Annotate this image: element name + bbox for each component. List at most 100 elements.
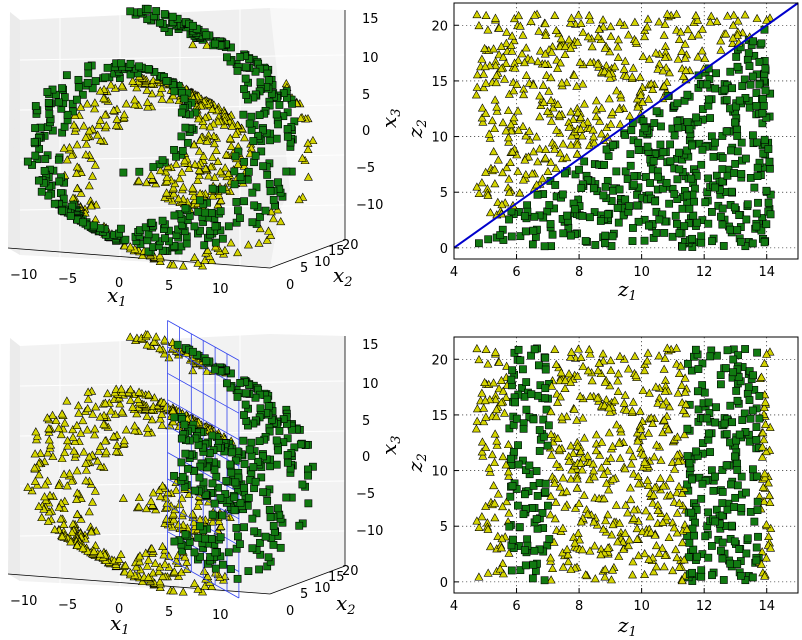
square-point: [685, 204, 694, 213]
square-point: [683, 452, 692, 460]
square-point: [251, 151, 260, 160]
square-point: [40, 167, 49, 175]
triangle-point: [556, 368, 566, 377]
triangle-point: [37, 512, 47, 522]
square-point: [23, 157, 32, 166]
triangle-point: [477, 388, 487, 397]
square-point: [126, 7, 135, 16]
square-point: [230, 506, 239, 515]
triangle-point: [706, 11, 716, 20]
square-point: [521, 490, 529, 499]
triangle-point: [672, 432, 682, 441]
triangle-point: [195, 135, 205, 144]
square-point: [298, 480, 307, 489]
triangle-point: [62, 155, 72, 164]
square-point: [745, 396, 754, 404]
triangle-point: [556, 34, 566, 43]
triangle-point: [659, 364, 669, 373]
triangle-point: [625, 111, 635, 120]
square-point: [170, 145, 178, 154]
square-point: [563, 211, 571, 220]
triangle-point: [246, 143, 256, 152]
triangle-point: [518, 30, 528, 39]
plane-line: [167, 320, 240, 361]
square-point: [272, 436, 281, 445]
x2-tick: 0: [286, 278, 294, 293]
square-point: [521, 561, 530, 570]
triangle-point: [481, 442, 491, 451]
y-tick-label: 5: [440, 520, 448, 535]
x-tick-label: 6: [512, 265, 520, 280]
square-point: [241, 400, 250, 409]
triangle-point: [583, 451, 593, 460]
triangle-point: [142, 561, 152, 570]
square-point: [764, 198, 773, 207]
triangle-point: [545, 510, 555, 519]
triangle-point: [255, 223, 265, 233]
points-bottom-right: [471, 343, 776, 585]
triangle-point: [760, 473, 770, 482]
triangle-point: [671, 544, 681, 554]
square-point: [170, 87, 179, 96]
square-point: [722, 96, 731, 104]
square-point: [682, 191, 691, 200]
triangle-point: [93, 456, 103, 465]
triangle-point: [631, 36, 641, 45]
triangle-point: [159, 349, 169, 358]
square-point: [210, 465, 219, 474]
triangle-point: [716, 45, 726, 54]
triangle-point: [478, 451, 488, 460]
triangle-point: [591, 430, 601, 439]
triangle-point: [643, 348, 653, 357]
triangle-point: [649, 452, 659, 461]
square-point: [752, 543, 761, 552]
triangle-point: [611, 500, 621, 509]
triangle-point: [509, 113, 519, 122]
square-point: [263, 496, 272, 505]
triangle-point: [481, 78, 491, 87]
triangle-point: [254, 238, 264, 247]
square-point: [236, 498, 245, 507]
square-point: [257, 473, 266, 482]
triangle-point: [606, 355, 616, 365]
triangle-point: [491, 394, 501, 404]
triangle-point: [44, 423, 54, 433]
square-point: [296, 440, 305, 449]
triangle-point: [728, 38, 738, 47]
square-point: [753, 497, 762, 506]
square-point: [252, 509, 261, 518]
triangle-point: [757, 442, 767, 451]
square-point: [731, 159, 740, 168]
triangle-point: [485, 133, 495, 142]
square-point: [693, 552, 701, 561]
x2-axis-line: [269, 565, 346, 595]
triangle-point: [762, 15, 772, 24]
triangle-point: [760, 468, 770, 478]
triangle-point: [132, 83, 142, 92]
square-point: [670, 131, 679, 140]
square-point: [762, 186, 771, 195]
triangle-point: [60, 447, 70, 457]
triangle-point: [615, 453, 625, 462]
square-point: [551, 181, 560, 189]
square-point: [180, 420, 189, 429]
square-point: [757, 39, 766, 48]
square-point: [711, 138, 719, 147]
triangle-point: [626, 494, 636, 504]
triangle-point: [579, 99, 589, 108]
square-point: [265, 505, 274, 514]
square-point: [288, 425, 296, 434]
triangle-point: [573, 344, 583, 353]
scatter3d-bottom-left: −10 −5 0 5 10 x1 0 5 10 15 20 x2 15 10 5…: [7, 320, 404, 638]
square-point: [596, 217, 605, 225]
triangle-point: [542, 70, 552, 79]
triangle-point: [566, 441, 576, 450]
triangle-point: [644, 54, 654, 63]
triangle-point: [162, 172, 172, 181]
triangle-point: [487, 449, 497, 459]
square-point: [265, 179, 274, 188]
square-point: [288, 99, 296, 108]
x-tick-label: 12: [696, 265, 713, 280]
triangle-point: [471, 90, 481, 99]
points-in-front-of-plane: [170, 340, 317, 583]
